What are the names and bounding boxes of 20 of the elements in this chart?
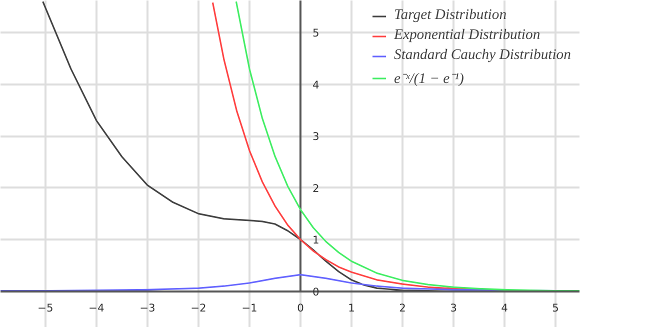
x-tick-label: −5: [38, 301, 54, 314]
x-tick-label: −3: [140, 301, 156, 314]
legend-label: Target Distribution: [394, 7, 507, 24]
legend-label: Exponential Distribution: [394, 27, 540, 44]
y-tick-label: 1: [312, 234, 320, 247]
x-tick-label: −4: [88, 301, 104, 314]
legend-label: e⁻ˣ/(1 − e⁻¹): [394, 70, 464, 88]
legend-label: Standard Cauchy Distribution: [394, 47, 571, 64]
x-tick-label: 0: [297, 301, 304, 314]
x-tick-label: 2: [399, 301, 406, 314]
x-tick-label: 4: [501, 301, 508, 314]
y-tick-label: 3: [312, 130, 320, 144]
x-tick-label: −1: [242, 301, 258, 314]
y-tick-label: 4: [312, 78, 320, 92]
x-tick-label: −2: [190, 301, 206, 314]
x-tick-label: 3: [450, 301, 457, 314]
x-tick-label: 5: [552, 301, 559, 314]
x-tick-label: 1: [348, 301, 355, 314]
y-tick-label: 2: [312, 182, 320, 195]
y-tick-label: 5: [312, 26, 320, 40]
